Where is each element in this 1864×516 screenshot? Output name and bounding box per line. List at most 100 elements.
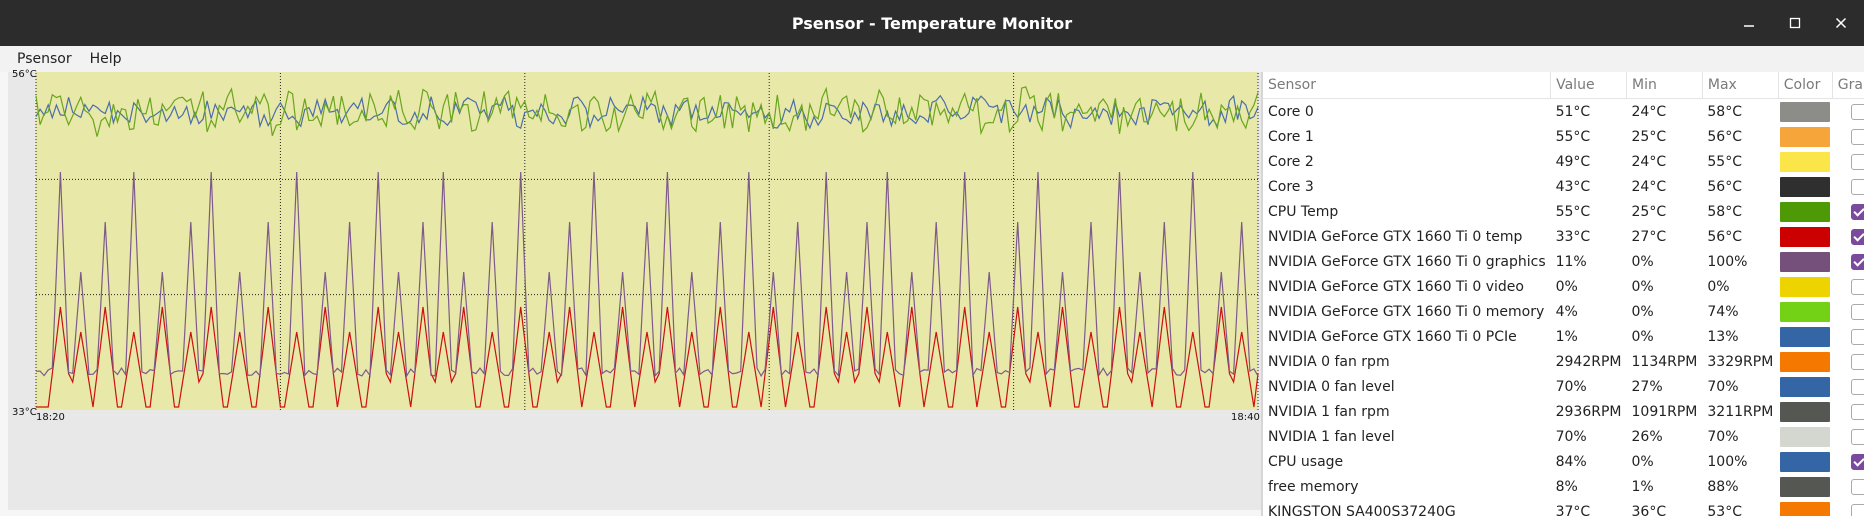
sensor-color-cell[interactable] [1778,124,1832,149]
sensor-color-swatch[interactable] [1780,176,1831,197]
sensor-color-swatch[interactable] [1780,501,1831,516]
minimize-icon[interactable] [1740,14,1758,32]
sensor-value: 37°C [1555,503,1591,516]
sensor-row[interactable]: NVIDIA GeForce GTX 1660 Ti 0 temp 33°C 27°… [1263,224,1864,249]
header-color[interactable]: Color [1778,72,1833,99]
sensor-row[interactable]: NVIDIA 1 fan rpm 2936RPM 1091RPM 3211RPM [1263,399,1864,424]
sensor-row[interactable]: NVIDIA GeForce GTX 1660 Ti 0 graphics 11%… [1263,249,1864,274]
sensor-color-cell[interactable] [1778,274,1832,299]
sensor-row[interactable]: NVIDIA GeForce GTX 1660 Ti 0 video 0% 0% 0% [1263,274,1864,299]
sensor-color-cell[interactable] [1778,474,1832,499]
sensor-min: 36°C [1631,503,1667,516]
sensor-row[interactable]: NVIDIA GeForce GTX 1660 Ti 0 PCIe 1% 0% 13% [1263,324,1864,349]
sensor-min: 0% [1631,278,1654,295]
sensor-row[interactable]: CPU usage 84% 0% 100% [1263,449,1864,474]
sensor-graph-checkbox[interactable] [1851,303,1864,320]
sensor-graph-cell [1832,324,1864,349]
sensor-value: 70% [1555,378,1587,395]
header-sensor[interactable]: Sensor [1263,72,1552,99]
sensor-color-cell[interactable] [1778,249,1832,274]
sensor-graph-checkbox[interactable] [1851,453,1864,470]
sensor-color-swatch[interactable] [1780,301,1831,322]
sensor-color-cell[interactable] [1778,449,1832,474]
sensor-row[interactable]: NVIDIA GeForce GTX 1660 Ti 0 memory 4% 0% 7… [1263,299,1864,324]
sensor-min: 0% [1631,453,1654,470]
sensor-graph-checkbox[interactable] [1851,228,1864,245]
sensor-row[interactable]: KINGSTON SA400S37240G 37°C 36°C 53°C [1263,499,1864,516]
sensor-color-cell[interactable] [1778,199,1832,224]
sensor-graph-checkbox[interactable] [1851,128,1864,145]
sensor-color-cell[interactable] [1778,374,1832,399]
sensor-color-swatch[interactable] [1780,201,1831,222]
sensor-color-cell[interactable] [1778,424,1832,449]
sensor-color-swatch[interactable] [1780,401,1831,422]
sensor-max: 70% [1707,378,1739,395]
sensor-value: 11% [1555,253,1587,270]
sensor-row[interactable]: NVIDIA 0 fan rpm 2942RPM 1134RPM 3329RPM [1263,349,1864,374]
sensor-color-cell[interactable] [1778,324,1832,349]
sensor-row[interactable]: Core 3 43°C 24°C 56°C [1263,174,1864,199]
sensor-color-swatch[interactable] [1780,476,1831,497]
sensor-color-cell[interactable] [1778,99,1832,125]
sensor-graph-checkbox[interactable] [1851,103,1864,120]
sensor-color-swatch[interactable] [1780,276,1831,297]
sensor-name: CPU usage [1268,453,1344,470]
sensor-row[interactable]: CPU Temp 55°C 25°C 58°C [1263,199,1864,224]
sensor-color-swatch[interactable] [1780,126,1831,147]
sensor-graph-cell [1832,424,1864,449]
sensor-graph-checkbox[interactable] [1851,503,1864,516]
sensor-row[interactable]: NVIDIA 0 fan level 70% 27% 70% [1263,374,1864,399]
sensor-color-cell[interactable] [1778,149,1832,174]
header-value[interactable]: Value [1550,72,1627,99]
menu-help[interactable]: Help [89,51,122,67]
sensor-color-swatch[interactable] [1780,426,1831,447]
sensor-color-swatch[interactable] [1780,226,1831,247]
sensor-graph-checkbox[interactable] [1851,403,1864,420]
sensor-color-swatch[interactable] [1780,151,1831,172]
sensor-graph-checkbox[interactable] [1851,353,1864,370]
sensor-graph-checkbox[interactable] [1851,253,1864,270]
sensor-graph-checkbox[interactable] [1851,203,1864,220]
sensor-max: 74% [1707,303,1739,320]
sensor-min: 0% [1631,328,1654,345]
sensor-color-swatch[interactable] [1780,451,1831,472]
sensor-color-cell[interactable] [1778,399,1832,424]
sensor-graph-cell [1832,499,1864,516]
sensor-graph-checkbox[interactable] [1851,378,1864,395]
sensor-color-cell[interactable] [1778,499,1832,516]
sensor-color-cell[interactable] [1778,224,1832,249]
sensor-color-cell[interactable] [1778,349,1832,374]
sensor-graph-cell [1832,149,1864,174]
sensor-row[interactable]: Core 2 49°C 24°C 55°C [1263,149,1864,174]
sensor-color-swatch[interactable] [1780,376,1831,397]
sensor-graph-checkbox[interactable] [1851,428,1864,445]
sensor-graph-cell [1832,199,1864,224]
sensor-color-swatch[interactable] [1780,251,1831,272]
sensor-color-cell[interactable] [1778,299,1832,324]
sensor-row[interactable]: free memory 8% 1% 88% [1263,474,1864,499]
sensor-graph-checkbox[interactable] [1851,153,1864,170]
sensor-row[interactable]: NVIDIA 1 fan level 70% 26% 70% [1263,424,1864,449]
header-min[interactable]: Min [1626,72,1703,99]
sensor-row[interactable]: Core 1 55°C 25°C 56°C [1263,124,1864,149]
sensor-graph-checkbox[interactable] [1851,178,1864,195]
sensor-color-cell[interactable] [1778,174,1832,199]
header-max[interactable]: Max [1702,72,1779,99]
sensor-graph-cell [1832,374,1864,399]
sensor-row[interactable]: Core 0 51°C 24°C 58°C [1263,99,1864,125]
sensor-color-swatch[interactable] [1780,101,1831,122]
menu-psensor[interactable]: Psensor [17,51,72,67]
sensor-graph-checkbox[interactable] [1851,478,1864,495]
sensor-min: 27% [1631,378,1663,395]
header-graph[interactable]: Graph [1832,72,1864,99]
sensor-graph-checkbox[interactable] [1851,278,1864,295]
sensor-table: Sensor Value Min Max Color Graph Core 0 5… [1263,72,1864,516]
sensor-color-swatch[interactable] [1780,326,1831,347]
title-bar[interactable]: Psensor - Temperature Monitor [0,0,1864,46]
sensor-color-swatch[interactable] [1780,351,1831,372]
maximize-icon[interactable] [1786,14,1804,32]
close-icon[interactable] [1832,14,1850,32]
sensor-graph-checkbox[interactable] [1851,328,1864,345]
pane-splitter[interactable] [1261,72,1263,516]
sensor-graph-cell [1832,299,1864,324]
